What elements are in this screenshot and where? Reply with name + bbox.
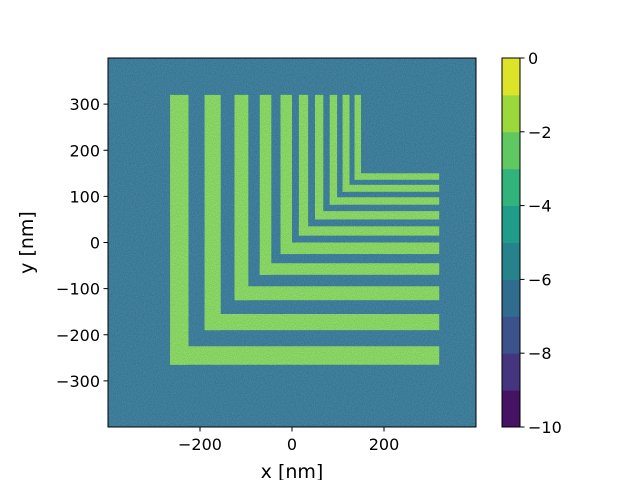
- colorbar-frame: [501, 57, 521, 428]
- colorbar-ticks: −10 −8 −6 −4 −2 0: [520, 49, 562, 437]
- x-tick-label: 200: [369, 435, 400, 454]
- l-line-1: [170, 94, 440, 365]
- l-line-vertical-arm-texture: [354, 94, 361, 180]
- l-line-horizontal-arm-texture: [234, 286, 440, 301]
- l-line-8: [329, 94, 440, 205]
- y-tick-label: 300: [69, 95, 100, 114]
- y-tick-label: 0: [90, 234, 100, 253]
- y-axis-label: y [nm]: [16, 211, 38, 274]
- l-line-vertical-arm-texture: [329, 94, 338, 205]
- l-line-vertical-arm-texture: [280, 94, 292, 255]
- y-tick-label: 100: [69, 187, 100, 206]
- colorbar-segments: [502, 58, 520, 428]
- l-line-horizontal-arm-texture: [315, 211, 440, 220]
- l-line-2: [204, 94, 440, 331]
- x-tick-label: −200: [178, 435, 222, 454]
- x-axis-ticks: −200 0 200: [178, 427, 399, 454]
- colorbar: −10 −8 −6 −4 −2 0: [501, 49, 562, 437]
- l-line-vertical-arm-texture: [234, 94, 249, 301]
- colorbar-tick-label: 0: [528, 49, 538, 68]
- colorbar-segment: [502, 316, 520, 354]
- colorbar-tick-label: −10: [528, 418, 562, 437]
- l-line-9: [342, 94, 440, 192]
- y-axis-ticks: −300 −200 −100 0 100 200 300: [56, 95, 108, 391]
- l-line-horizontal-arm-texture: [170, 346, 440, 365]
- colorbar-segment: [502, 279, 520, 317]
- colorbar-segment: [502, 390, 520, 428]
- l-line-horizontal-arm-texture: [329, 197, 440, 205]
- colorbar-segment: [502, 242, 520, 280]
- l-line-vertical-arm-texture: [342, 94, 350, 192]
- l-line-4: [259, 94, 440, 275]
- y-tick-label: −300: [56, 372, 100, 391]
- x-tick-label: 0: [287, 435, 297, 454]
- l-line-vertical-arm-texture: [170, 94, 189, 365]
- l-line-6: [298, 94, 440, 236]
- colorbar-segment: [502, 168, 520, 207]
- colorbar-segment: [502, 353, 520, 391]
- l-line-5: [280, 94, 440, 255]
- y-tick-label: −100: [56, 280, 100, 299]
- l-line-horizontal-arm-texture: [342, 184, 440, 192]
- l-line-vertical-arm-texture: [298, 94, 309, 236]
- y-tick-label: −200: [56, 326, 100, 345]
- l-line-horizontal-arm-texture: [280, 242, 440, 255]
- colorbar-segment: [502, 205, 520, 243]
- colorbar-tick-label: −2: [528, 123, 552, 142]
- l-line-horizontal-arm-texture: [298, 226, 440, 236]
- l-line-7: [315, 94, 440, 220]
- l-line-vertical-arm-texture: [259, 94, 272, 275]
- colorbar-segment: [502, 131, 520, 170]
- colorbar-segment: [502, 58, 520, 96]
- colorbar-segment: [502, 94, 520, 133]
- l-line-horizontal-arm-texture: [204, 313, 440, 331]
- l-line-10: [354, 94, 440, 180]
- colorbar-tick-label: −4: [528, 197, 552, 216]
- l-line-horizontal-arm-texture: [354, 173, 440, 180]
- y-tick-label: 200: [69, 141, 100, 160]
- l-line-vertical-arm-texture: [315, 94, 324, 220]
- x-axis-label: x [nm]: [261, 461, 324, 480]
- l-line-vertical-arm-texture: [204, 94, 221, 331]
- colorbar-tick-label: −8: [528, 344, 552, 363]
- plot-area: [108, 58, 476, 427]
- feature-lines: [170, 94, 440, 365]
- l-line-3: [234, 94, 440, 301]
- l-line-horizontal-arm-texture: [259, 263, 440, 275]
- colorbar-tick-label: −6: [528, 270, 552, 289]
